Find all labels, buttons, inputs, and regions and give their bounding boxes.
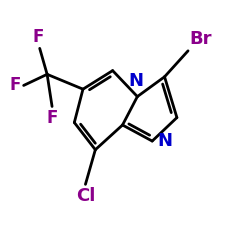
Text: N: N bbox=[157, 132, 172, 150]
Text: Cl: Cl bbox=[76, 187, 95, 205]
Text: F: F bbox=[10, 76, 21, 94]
Text: F: F bbox=[46, 109, 58, 127]
Text: F: F bbox=[33, 28, 44, 46]
Text: N: N bbox=[128, 72, 144, 90]
Text: Br: Br bbox=[189, 30, 212, 48]
